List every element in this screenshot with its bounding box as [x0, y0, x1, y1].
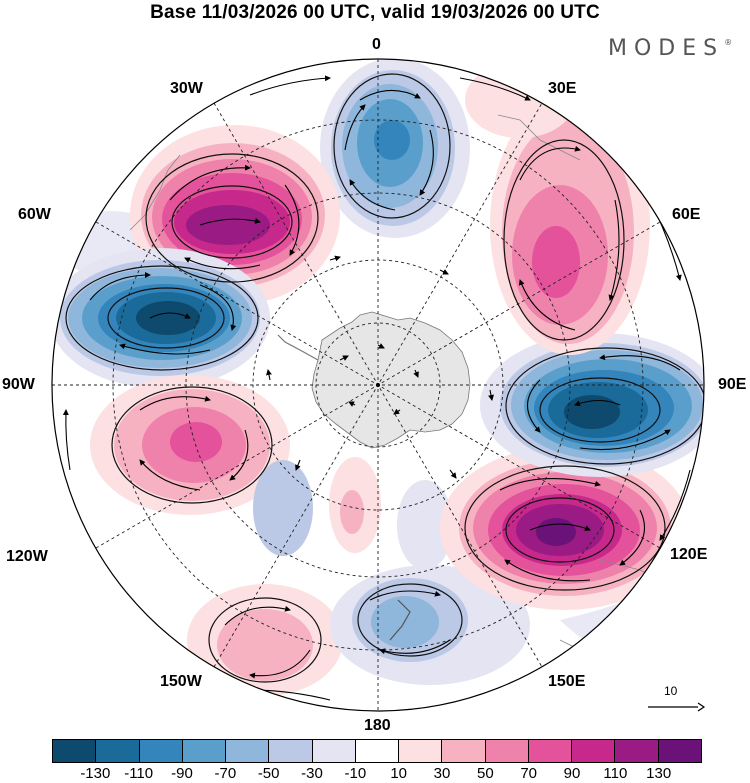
contour-lines	[65, 73, 704, 683]
new-zealand	[389, 599, 411, 641]
south-america-coast	[129, 154, 181, 231]
lon-label-120w: 120W	[6, 548, 48, 565]
colorbar-tick-label: -130	[80, 765, 111, 782]
africa-coast	[497, 114, 581, 161]
lon-label-30w: 30W	[170, 80, 203, 97]
colorbar	[52, 739, 702, 763]
colorbar-tick-label: 10	[390, 765, 407, 782]
colorbar-segment	[182, 740, 227, 762]
antarctic-peninsula	[277, 334, 319, 361]
map-boundary	[51, 58, 705, 712]
colorbar-tick-label: -30	[301, 765, 323, 782]
colorbar-segment	[485, 740, 529, 762]
lon-label-60w: 60W	[18, 206, 51, 223]
lon-label-0: 0	[372, 36, 381, 53]
anomaly-negative-small	[253, 460, 313, 556]
registered-mark: ®	[724, 38, 733, 47]
lon-label-30e: 30E	[548, 80, 577, 97]
polar-map	[51, 58, 705, 712]
colorbar-tick-label: 90	[563, 765, 581, 782]
lon-label-150w: 150W	[160, 673, 202, 690]
colorbar-tick-label: 110	[603, 765, 628, 782]
colorbar-tick-label: 30	[433, 765, 451, 782]
colorbar-segment	[399, 740, 443, 762]
colorbar-tick-label: 70	[520, 765, 537, 782]
colorbar-segment	[53, 740, 97, 762]
colorbar-segment	[658, 740, 701, 762]
anomaly-positive-120e	[440, 446, 690, 610]
colorbar-segment	[269, 740, 313, 762]
colorbar-segment	[442, 740, 486, 762]
vector-reference-arrow	[648, 702, 706, 712]
vector-reference-label: 10	[664, 684, 678, 698]
anomaly-positive-small	[329, 457, 381, 553]
colorbar-tick-label: -70	[214, 765, 237, 782]
colorbar-segment	[355, 740, 400, 762]
south-pole-marker	[376, 383, 380, 387]
colorbar-tick-label: 50	[476, 765, 494, 782]
antarctica-landmass	[311, 311, 471, 449]
anomaly-positive-40e	[490, 95, 650, 355]
anomaly-negative-80e	[480, 333, 704, 477]
lon-label-60e: 60E	[672, 206, 701, 223]
anomaly-negative-165e	[330, 565, 530, 685]
colorbar-tick-label: -110	[124, 765, 154, 782]
colorbar-segment	[139, 740, 183, 762]
colorbar-segment	[528, 740, 573, 762]
lon-label-180: 180	[364, 717, 391, 734]
colorbar-tick-label: -50	[257, 765, 280, 782]
colorbar-segment	[312, 740, 356, 762]
map-title: Base 11/03/2026 00 UTC, valid 19/03/2026…	[150, 2, 600, 23]
anomaly-field	[52, 59, 704, 711]
anomaly-positive-165w	[187, 584, 343, 696]
lon-label-150e: 150E	[548, 673, 586, 690]
modes-logo: MODES®	[608, 36, 732, 61]
anomaly-negative-0	[320, 59, 470, 238]
lon-label-120e: 120E	[670, 546, 708, 563]
colorbar-segment	[96, 740, 140, 762]
colorbar-tick-label: 130	[646, 765, 672, 782]
colorbar-segment	[572, 740, 616, 762]
lon-label-90w: 90W	[2, 376, 35, 393]
colorbar-tick-label: -90	[171, 765, 193, 782]
lon-label-90e: 90E	[718, 376, 747, 393]
colorbar-segment	[615, 740, 659, 762]
colorbar-tick-label: -10	[344, 765, 367, 782]
brand-text: MODES	[608, 36, 725, 61]
colorbar-segment	[226, 740, 270, 762]
